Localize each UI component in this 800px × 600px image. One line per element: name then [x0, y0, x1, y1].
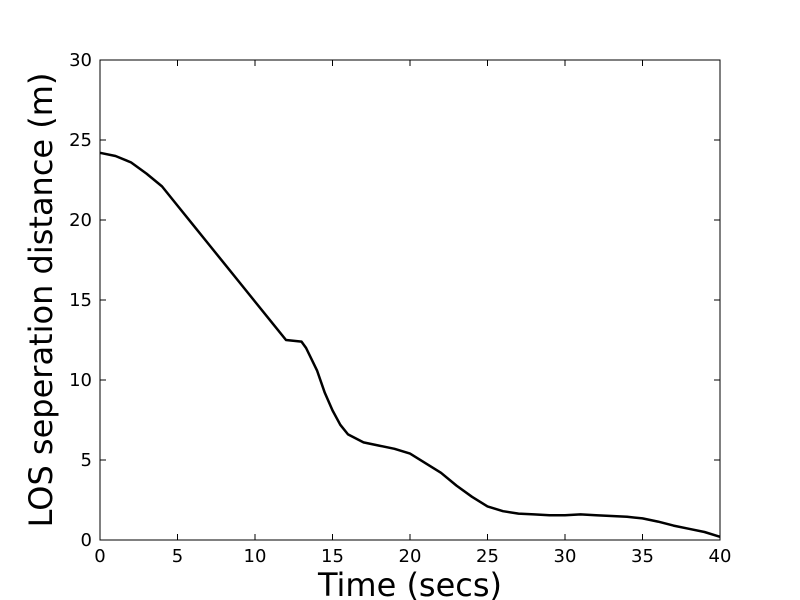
y-tick-label: 25 [69, 130, 92, 151]
x-axis-title: Time (secs) [317, 566, 502, 600]
y-tick-label: 10 [69, 370, 92, 391]
x-tick-label: 15 [321, 546, 344, 567]
x-tick-label: 40 [709, 546, 732, 567]
plot-area [99, 59, 721, 541]
x-tick-label: 30 [554, 546, 577, 567]
x-axis: 0 5 10 15 20 25 30 35 40 [94, 60, 731, 567]
x-tick-label: 10 [244, 546, 267, 567]
x-tick-label: 35 [631, 546, 654, 567]
x-tick-label: 5 [172, 546, 183, 567]
x-tick-label: 0 [94, 546, 105, 567]
y-tick-label: 30 [69, 50, 92, 71]
y-tick-label: 20 [69, 210, 92, 231]
y-axis: 0 5 10 15 20 25 30 [69, 50, 720, 551]
y-tick-label: 0 [81, 530, 92, 551]
x-tick-label: 20 [399, 546, 422, 567]
y-axis-title: LOS seperation distance (m) [22, 73, 60, 528]
y-tick-label: 5 [81, 450, 92, 471]
y-tick-label: 15 [69, 290, 92, 311]
series-line [99, 151, 721, 538]
x-tick-label: 25 [476, 546, 499, 567]
